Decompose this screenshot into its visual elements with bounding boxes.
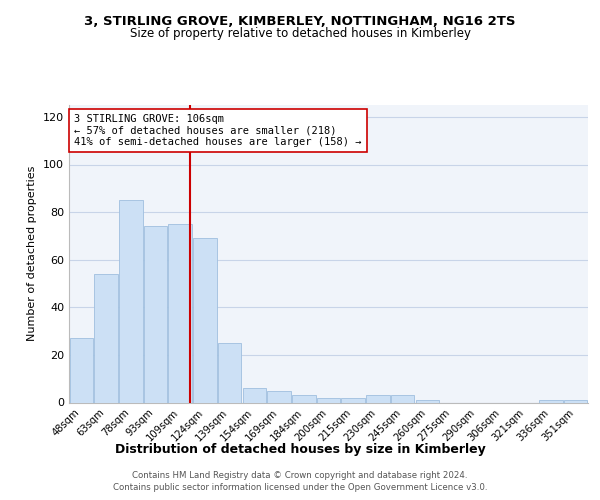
Text: Size of property relative to detached houses in Kimberley: Size of property relative to detached ho… (130, 28, 470, 40)
Bar (70, 338, 93, 402)
Bar (169, 224, 192, 402)
Text: 3 STIRLING GROVE: 106sqm
← 57% of detached houses are smaller (218)
41% of semi-: 3 STIRLING GROVE: 106sqm ← 57% of detach… (74, 114, 362, 147)
Bar (416, 400, 439, 402)
Text: Distribution of detached houses by size in Kimberley: Distribution of detached houses by size … (115, 442, 485, 456)
Text: Contains public sector information licensed under the Open Government Licence v3: Contains public sector information licen… (113, 482, 487, 492)
Text: 3, STIRLING GROVE, KIMBERLEY, NOTTINGHAM, NG16 2TS: 3, STIRLING GROVE, KIMBERLEY, NOTTINGHAM… (84, 15, 516, 28)
Bar (268, 390, 291, 402)
Y-axis label: Number of detached properties: Number of detached properties (28, 166, 37, 342)
Bar (242, 388, 266, 402)
Text: Contains HM Land Registry data © Crown copyright and database right 2024.: Contains HM Land Registry data © Crown c… (132, 471, 468, 480)
Bar (317, 398, 340, 402)
Bar (193, 238, 217, 402)
Bar (341, 398, 365, 402)
Bar (144, 226, 167, 402)
Bar (539, 400, 563, 402)
Bar (366, 396, 389, 402)
Bar (119, 200, 143, 402)
Bar (292, 396, 316, 402)
Bar (94, 274, 118, 402)
Bar (218, 343, 241, 402)
Bar (564, 400, 587, 402)
Bar (391, 396, 415, 402)
